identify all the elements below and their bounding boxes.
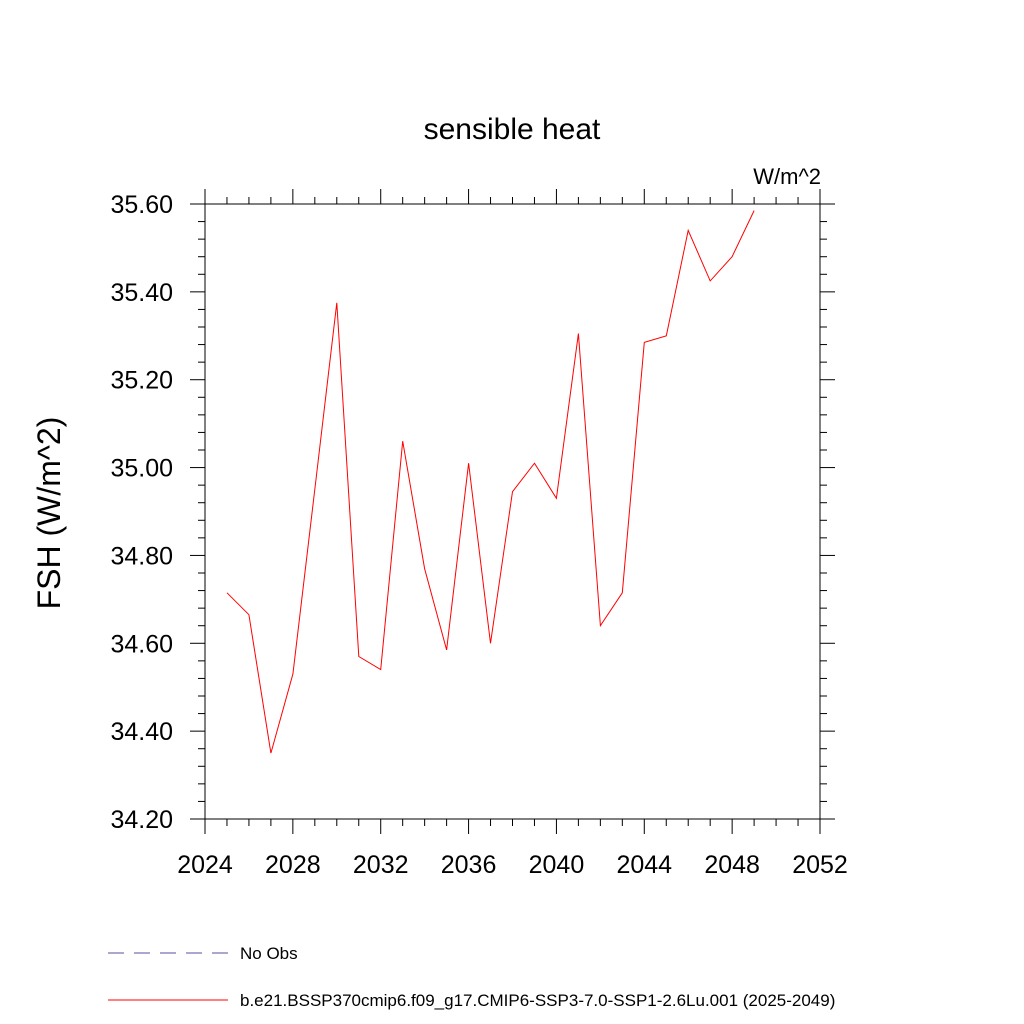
y-tick-labels: 34.20 34.40 34.60 34.80 35.00 35.20 35.40 35.60 bbox=[110, 191, 173, 834]
axis-ticks bbox=[190, 189, 835, 834]
x-tick-label: 2044 bbox=[616, 851, 672, 879]
y-tick-label: 34.60 bbox=[110, 630, 173, 658]
y-axis-label: FSH (W/m^2) bbox=[31, 417, 67, 610]
plot-frame bbox=[204, 203, 821, 820]
legend-label: No Obs bbox=[240, 944, 298, 963]
legend-label: b.e21.BSSP370cmip6.f09_g17.CMIP6-SSP3-7.… bbox=[240, 991, 835, 1010]
x-tick-label: 2028 bbox=[265, 851, 321, 879]
chart-title: sensible heat bbox=[424, 113, 601, 146]
y-tick-label: 34.40 bbox=[110, 718, 173, 746]
series-line bbox=[226, 210, 755, 754]
x-tick-labels: 2024 2028 2032 2036 2040 2044 2048 2052 bbox=[177, 851, 848, 879]
y-tick-label: 35.40 bbox=[110, 279, 173, 307]
x-tick-label: 2052 bbox=[792, 851, 848, 879]
legend: No Obs b.e21.BSSP370cmip6.f09_g17.CMIP6-S… bbox=[108, 944, 835, 1010]
y-tick-label: 35.00 bbox=[110, 455, 173, 483]
x-tick-label: 2032 bbox=[353, 851, 409, 879]
x-tick-label: 2040 bbox=[529, 851, 585, 879]
series-lines bbox=[226, 210, 755, 754]
y-tick-label: 35.20 bbox=[110, 367, 173, 395]
y-tick-label: 35.60 bbox=[110, 191, 173, 219]
y-tick-label: 34.80 bbox=[110, 542, 173, 570]
units-label: W/m^2 bbox=[753, 164, 821, 189]
x-tick-label: 2036 bbox=[441, 851, 497, 879]
x-tick-label: 2024 bbox=[177, 851, 233, 879]
x-tick-label: 2048 bbox=[704, 851, 760, 879]
y-tick-label: 34.20 bbox=[110, 806, 173, 834]
